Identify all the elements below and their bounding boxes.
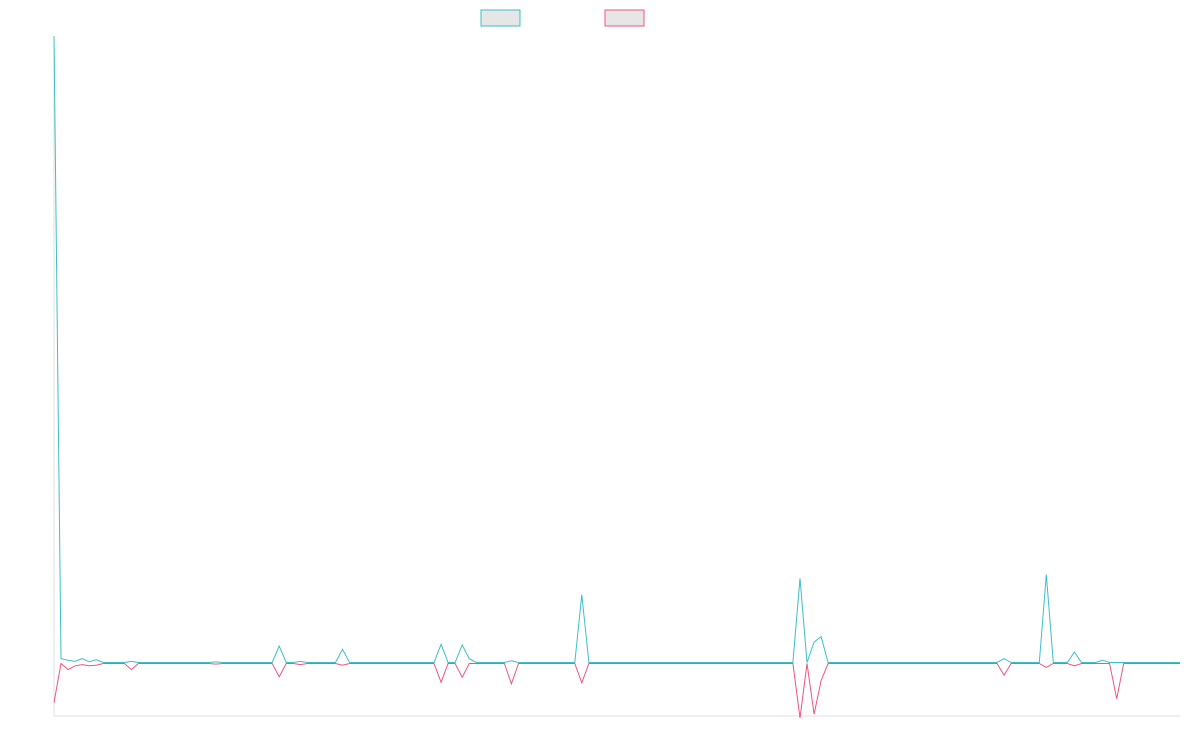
legend-swatch-series-a[interactable] [480,9,521,27]
series-lines [53,35,1180,719]
legend [480,9,645,27]
series-line-series-a[interactable] [53,35,1180,663]
legend-swatch-series-b[interactable] [604,9,645,27]
series-line-series-b[interactable] [53,662,1180,719]
axes [53,36,1180,717]
